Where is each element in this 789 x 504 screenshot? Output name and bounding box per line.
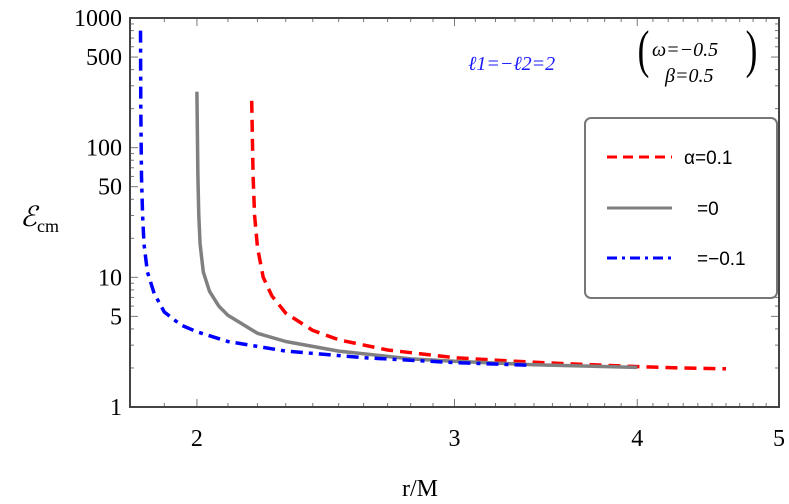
legend-label-alpha-0.1: α=0.1 xyxy=(684,148,733,169)
ell-annotation: ℓ1=−ℓ2=2 xyxy=(468,53,555,75)
left-paren: ( xyxy=(638,20,650,79)
x-tick-labels: 2 3 4 5 xyxy=(191,426,785,452)
y-tick-label: 1000 xyxy=(74,6,122,32)
y-tick-label: 1 xyxy=(110,395,122,421)
y-axis-title-sub: cm xyxy=(37,216,59,236)
data-curves xyxy=(138,30,727,371)
y-tick-label: 50 xyxy=(98,175,122,201)
x-tick-label: 3 xyxy=(449,426,461,452)
y-axis-title: ℰcm xyxy=(20,202,59,236)
y-tick-label: 100 xyxy=(86,136,122,162)
curve-α=-0.1 xyxy=(138,30,529,367)
curve-α=0 xyxy=(195,91,638,370)
beta-annotation: β=0.5 xyxy=(664,65,713,87)
x-tick-label: 2 xyxy=(191,426,203,452)
y-tick-label: 500 xyxy=(86,45,122,71)
y-axis-title-main: ℰ xyxy=(20,202,40,233)
y-tick-label: 10 xyxy=(98,265,122,291)
plot-frame xyxy=(129,17,780,408)
x-tick-label: 4 xyxy=(631,426,643,452)
right-paren: ) xyxy=(746,20,758,79)
legend-label-alpha-0: =0 xyxy=(697,199,719,220)
legend-label-alpha-neg-0.1: =−0.1 xyxy=(697,249,746,270)
omega-annotation: ω=−0.5 xyxy=(652,39,718,61)
y-tick-label: 5 xyxy=(110,304,122,330)
y-tick-labels: 1 5 10 50 100 500 1000 xyxy=(74,6,122,421)
x-tick-label: 5 xyxy=(773,426,785,452)
parameter-annotation: ( ω=−0.5 β=0.5 ) xyxy=(638,20,758,87)
legend: α=0.1 =0 =−0.1 xyxy=(584,117,778,299)
legend-box xyxy=(584,117,778,299)
x-axis-title: r/M xyxy=(402,476,438,502)
